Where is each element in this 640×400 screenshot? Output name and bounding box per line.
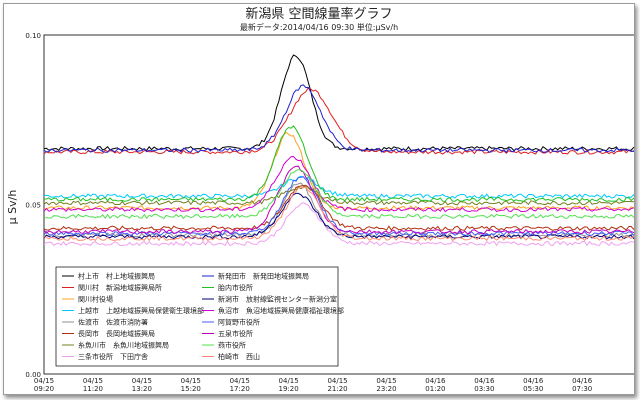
legend-entry: 佐渡市 佐渡市消防署 [78,318,148,327]
series-line [43,165,634,235]
x-tick-date: 04/15 [230,377,250,385]
legend-entry: 燕市役所 [218,341,246,350]
x-tick-date: 04/16 [425,377,446,385]
x-tick-time: 19:20 [279,385,299,393]
chart-frame: 新潟県 空間線量率グラフ 最新データ:2014/04/16 09:30 単位:μ… [3,3,635,395]
series-line [43,192,634,240]
legend-entry: 魚沼市 魚沼地域振興局健康福祉環境部 [218,306,344,315]
y-tick-label: 0.10 [25,32,41,40]
legend-box [55,266,339,367]
x-tick-date: 04/15 [279,377,299,385]
series-line [43,169,634,220]
legend-entry: 糸魚川市 糸魚川地域振興局 [78,341,169,350]
legend-entry: 関川村役場 [78,295,113,304]
x-tick-date: 04/16 [572,377,593,385]
legend-entry: 柏崎市 西山 [218,352,260,361]
x-tick-time: 05:30 [523,385,543,393]
chart-title: 新潟県 空間線量率グラフ [245,6,392,22]
x-tick-date: 04/15 [181,377,201,385]
series-line [43,155,634,213]
x-tick-time: 23:20 [376,385,396,393]
x-tick-time: 09:20 [34,385,54,393]
x-tick-date: 04/16 [523,377,544,385]
legend-entry: 村上市 村上地域振興局 [78,272,155,281]
x-tick-time: 01:20 [425,385,445,393]
legend-entry: 新発田市 新発田地域振興局 [218,272,309,281]
legend-entry: 阿賀野市役所 [218,318,260,327]
x-tick-date: 04/15 [34,377,54,385]
x-tick-time: 13:20 [132,385,152,393]
series-line [43,54,634,152]
legend-entry: 関川村 新潟地域振興局所 [78,283,162,292]
x-tick-date: 04/15 [327,377,347,385]
x-tick-time: 17:20 [230,385,250,393]
x-tick-time: 03:30 [474,385,494,393]
x-tick-time: 11:20 [83,385,103,393]
series-line [43,175,634,199]
legend-entry: 五泉市役所 [218,329,253,338]
series-line [43,125,634,203]
x-tick-time: 15:20 [181,385,201,393]
y-tick-label: 0.00 [25,371,41,379]
series-line [43,185,634,206]
series-line [43,202,634,247]
x-tick-date: 04/16 [474,377,495,385]
x-tick-date: 04/15 [132,377,152,385]
legend-entry: 長岡市 長岡地域振興局 [78,329,155,338]
x-tick-time: 21:20 [327,385,347,393]
chart-subtitle: 最新データ:2014/04/16 09:30 単位:μSv/h [240,22,398,32]
x-tick-date: 04/15 [376,377,396,385]
x-tick-date: 04/15 [83,377,103,385]
series-lines [43,54,634,247]
line-chart: 新潟県 空間線量率グラフ 最新データ:2014/04/16 09:30 単位:μ… [6,6,634,393]
legend-entry: 胎内市役所 [218,283,253,292]
series-line [43,184,634,231]
legend-entry: 三条市役所 下田庁舎 [78,352,148,361]
legend-entry: 上越市 上越地域振興局保健衛生環境部 [78,306,204,315]
series-line [43,84,634,154]
tick-labels: 0.000.050.1004/1509:2004/1511:2004/1513:… [25,32,592,393]
series-line [43,186,634,242]
series-line [43,131,634,211]
y-axis-label: μ Sv/h [6,190,19,225]
x-tick-time: 07:30 [572,385,592,393]
y-tick-label: 0.05 [25,202,41,210]
legend-entry: 新潟市 放射線監視センター新潟分室 [218,295,337,304]
series-line [43,176,634,237]
